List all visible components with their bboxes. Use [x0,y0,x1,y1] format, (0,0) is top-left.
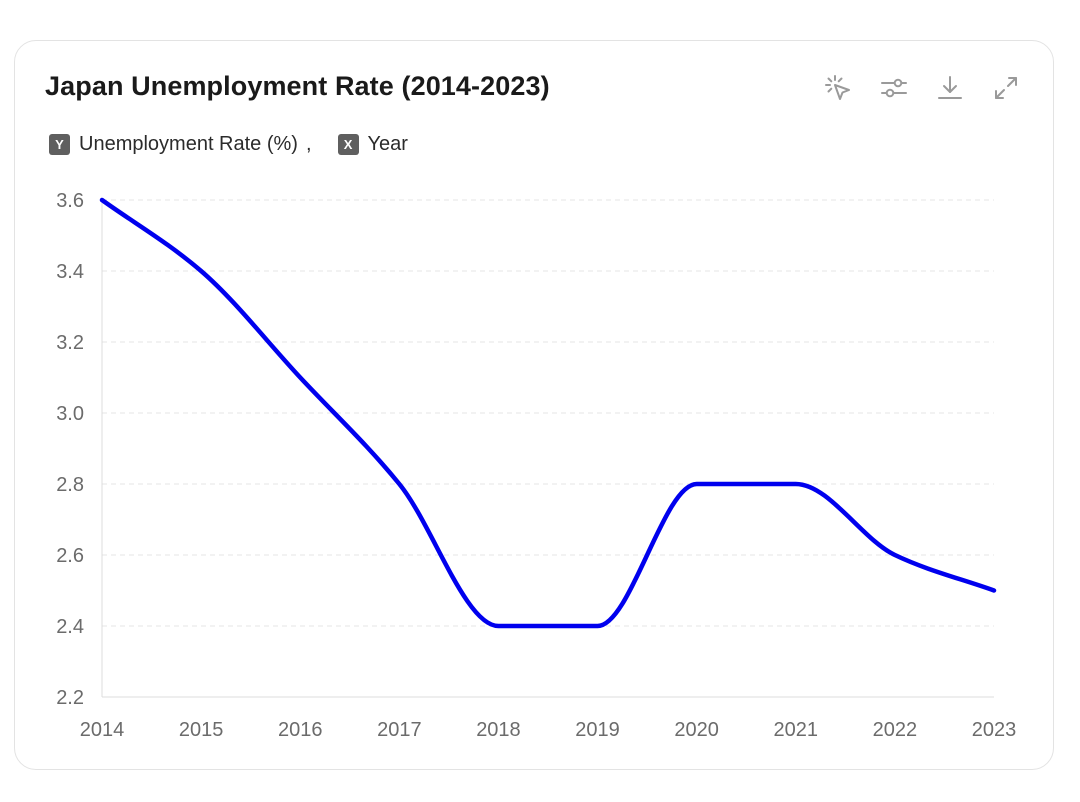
chart-title: Japan Unemployment Rate (2014-2023) [45,71,550,101]
x-tick-label: 2020 [674,719,719,741]
data-point[interactable] [492,620,504,632]
y-tick-label: 2.4 [56,616,84,638]
x-tick-label: 2019 [575,719,620,741]
y-tick-label: 3.6 [56,190,84,212]
x-tick-label: 2021 [774,719,819,741]
grid-lines [102,199,994,627]
x-tick-label: 2022 [873,719,918,741]
x-tick-label: 2023 [972,719,1017,741]
x-tick-label: 2015 [179,719,224,741]
legend-y-label: Unemployment Rate (%) [79,133,298,155]
y-axis-ticks: 2.2 2.4 2.6 2.8 3.0 3.2 3.4 3.6 [56,190,84,709]
data-point[interactable] [294,372,306,384]
data-point[interactable] [691,478,703,490]
filter-settings-icon[interactable] [875,69,913,107]
y-tick-label: 3.0 [56,403,84,425]
chart-card: Japan Unemployment Rate (2014-2023) [14,40,1054,770]
x-axis-badge: X [337,134,359,155]
data-point[interactable] [988,585,1000,597]
data-point[interactable] [195,265,207,277]
x-tick-label: 2014 [80,719,125,741]
y-axis-badge: Y [49,134,70,155]
y-tick-label: 2.2 [56,687,84,709]
x-tick-label: 2018 [476,719,521,741]
y-tick-label: 2.6 [56,545,84,567]
download-icon[interactable] [931,69,969,107]
series-layer [96,194,1000,632]
fullscreen-icon[interactable] [987,69,1025,107]
y-tick-label: 2.8 [56,474,84,496]
y-tick-label: 3.2 [56,332,84,354]
chart-toolbar [819,69,1025,107]
legend-x-label: Year [367,133,408,155]
data-point[interactable] [889,549,901,561]
y-tick-label: 3.4 [56,261,84,283]
legend-separator: , [305,133,312,155]
chart-legend: Y Unemployment Rate (%) , X Year [49,133,408,156]
interaction-icon[interactable] [819,69,857,107]
data-point[interactable] [96,194,108,206]
x-axis-ticks: 2014 2015 2016 2017 2018 2019 2020 2021 2022 2023 [80,719,1017,741]
x-tick-label: 2017 [377,719,422,741]
series-line[interactable] [99,197,997,629]
data-point[interactable] [592,620,604,632]
data-point[interactable] [790,478,802,490]
data-point[interactable] [393,478,405,490]
x-tick-label: 2016 [278,719,323,741]
axes [101,200,994,698]
